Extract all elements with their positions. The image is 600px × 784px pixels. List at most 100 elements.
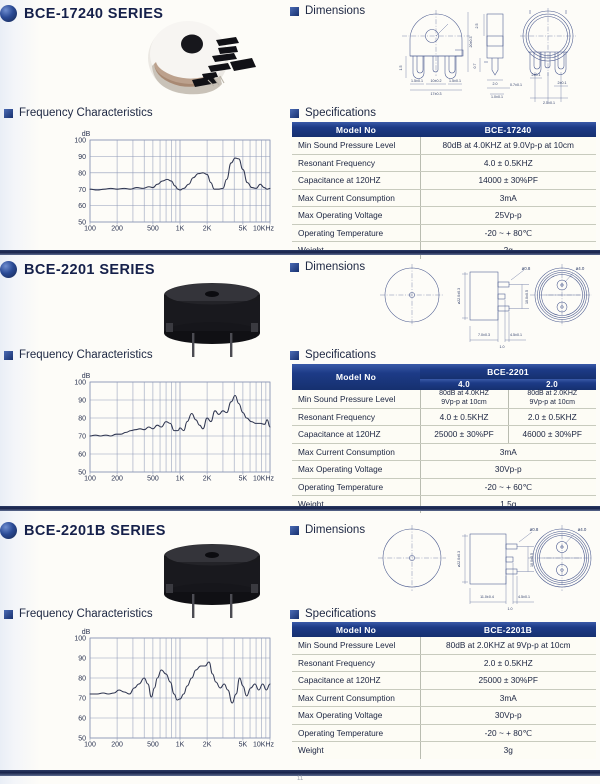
bullet-sphere-icon [0,261,17,278]
svg-text:1.0: 1.0 [500,345,505,349]
row-label: Min Sound Pressure Level [292,137,420,155]
row-label: Capacitance at 120HZ [292,671,420,690]
row-value: 80dB at 4.0KHZ at 9.0Vp-p at 10cm [419,137,596,155]
dimension-drawing-bce-17240: 20±0.3 1.5 1.5±0.1 10±0.2 1.5±0.1 17±0.3… [392,6,592,106]
svg-text:2K: 2K [203,742,212,749]
svg-text:ø0.8: ø0.8 [530,527,539,532]
svg-text:80: 80 [78,170,86,177]
svg-text:90: 90 [78,656,86,663]
heading-label: Dimensions [305,5,366,17]
svg-text:90: 90 [78,154,86,161]
svg-text:ø4.0: ø4.0 [578,527,587,532]
table-header-row: Model No BCE-17240 [292,122,596,137]
svg-text:20±0.3: 20±0.3 [469,37,473,48]
svg-text:100: 100 [74,138,86,145]
heading-dimensions-3: Dimensions [290,524,365,536]
page-bottom-rule [0,770,600,776]
bullet-sphere-icon [0,522,17,539]
series-title-row-1: BCE-17240 SERIES [0,5,164,22]
svg-text:200: 200 [111,226,123,233]
dimension-drawing-bce-2201b: ø0.8 ø4.0 ø22.0±0.3 10.0±0.5 11.0±0.4 4.… [374,522,592,614]
spec-table-bce-2201b: Model No BCE-2201B Min Sound Pressure Le… [292,622,596,759]
col-header-model: BCE-17240 [420,122,596,137]
col-header-model: BCE-2201B [420,622,596,637]
row-label: Max Operating Voltage [292,206,420,225]
row-value: 3mA [419,443,596,461]
row-value: 4.0 ± 0.5KHZ [419,408,508,426]
heading-specifications-1: Specifications [290,107,376,119]
heading-label: Specifications [305,608,376,620]
row-value: -20 ~ + 60℃ [419,478,596,496]
svg-text:ø22.0±0.3: ø22.0±0.3 [457,288,461,304]
row-label: Max Current Consumption [292,189,420,207]
page-title: BCE-2201 SERIES [24,261,155,278]
heading-label: Specifications [305,349,376,361]
table-row: Weight 3g [292,741,596,759]
row-value: 46000 ± 30%PF [507,425,596,444]
svg-text:2K: 2K [203,476,212,483]
row-label: Operating Temperature [292,478,420,496]
row-value: 30Vp-p [419,706,596,725]
chart-frequency-bce-17240: 50 60 70 80 90 100 dB 100 200 500 1K 2K 5K 10KHz [60,126,280,248]
svg-text:7.0±0.3: 7.0±0.3 [478,333,490,337]
dimension-drawing-bce-2201: ø0.8 ø4.0 ø22.0±0.3 10.0±0.5 7.0±0.3 4.5… [374,262,592,352]
row-value: 80dB at 2.0KHZ at 9Vp-p at 10cm [419,637,596,655]
svg-text:dB: dB [82,373,91,380]
svg-text:100: 100 [84,742,96,749]
heading-label: Specifications [305,107,376,119]
bullet-sphere-icon [0,5,17,22]
svg-text:ø0.8: ø0.8 [522,266,531,271]
page-number: 11 [297,776,304,782]
product-photo-bce-17240 [142,18,260,106]
row-label: Resonant Frequency [292,408,420,426]
svg-text:2.5±0.1: 2.5±0.1 [543,101,555,105]
page-title: BCE-17240 SERIES [24,5,164,22]
svg-text:2±0.1: 2±0.1 [558,81,567,85]
row-value: 14000 ± 30%PF [419,171,596,190]
square-bullet-icon [290,108,299,118]
svg-text:80: 80 [78,416,86,423]
svg-text:1.5±0.1: 1.5±0.1 [411,79,423,83]
heading-label: Dimensions [305,261,366,273]
heading-label: Frequency Characteristics [19,349,153,361]
col-header-variant-40: 4.0 [420,379,508,390]
table-row: Min Sound Pressure Level 80dB at 4.0KHZ … [292,137,596,155]
row-label: Min Sound Pressure Level [292,390,420,409]
table-row: Resonant Frequency 4.0 ± 0.5KHZ [292,154,596,172]
svg-text:100: 100 [84,226,96,233]
row-label: Operating Temperature [292,224,420,242]
svg-text:2±0.1: 2±0.1 [532,73,541,77]
col-header-variant-20: 2.0 [508,379,596,390]
heading-label: Frequency Characteristics [19,608,153,620]
svg-text:4.5±0.1: 4.5±0.1 [510,333,522,337]
product-photo-bce-2201 [152,281,272,359]
row-value: 4.0 ± 0.5KHZ [419,154,596,172]
svg-text:500: 500 [147,226,159,233]
col-header-model-no: Model No [292,364,420,390]
svg-text:1K: 1K [176,742,185,749]
svg-text:dB: dB [82,131,91,138]
heading-specifications-3: Specifications [290,608,376,620]
row-value: -20 ~ + 80℃ [419,224,596,242]
table-row: Max Current Consumption 3mA [292,443,596,461]
svg-text:1.5±0.1: 1.5±0.1 [449,79,461,83]
col-header-model: BCE-2201 [420,364,596,379]
row-label: Capacitance at 120HZ [292,425,420,444]
row-value: 3g [419,741,596,759]
row-label: Max Operating Voltage [292,706,420,725]
product-photo-bce-2201b [152,542,272,620]
svg-text:2.0: 2.0 [493,82,498,86]
page-title: BCE-2201B SERIES [24,522,166,539]
heading-specifications-2: Specifications [290,349,376,361]
svg-text:2.5: 2.5 [475,24,479,29]
svg-text:5K: 5K [239,742,248,749]
table-row: Capacitance at 120HZ 14000 ± 30%PF [292,171,596,190]
row-value: 25000 ± 30%PF [419,671,596,690]
row-value: 3mA [419,189,596,207]
row-label: Min Sound Pressure Level [292,637,420,655]
row-label: Weight [298,745,324,756]
svg-text:17±0.3: 17±0.3 [431,92,442,96]
svg-text:100: 100 [84,476,96,483]
svg-text:500: 500 [147,476,159,483]
